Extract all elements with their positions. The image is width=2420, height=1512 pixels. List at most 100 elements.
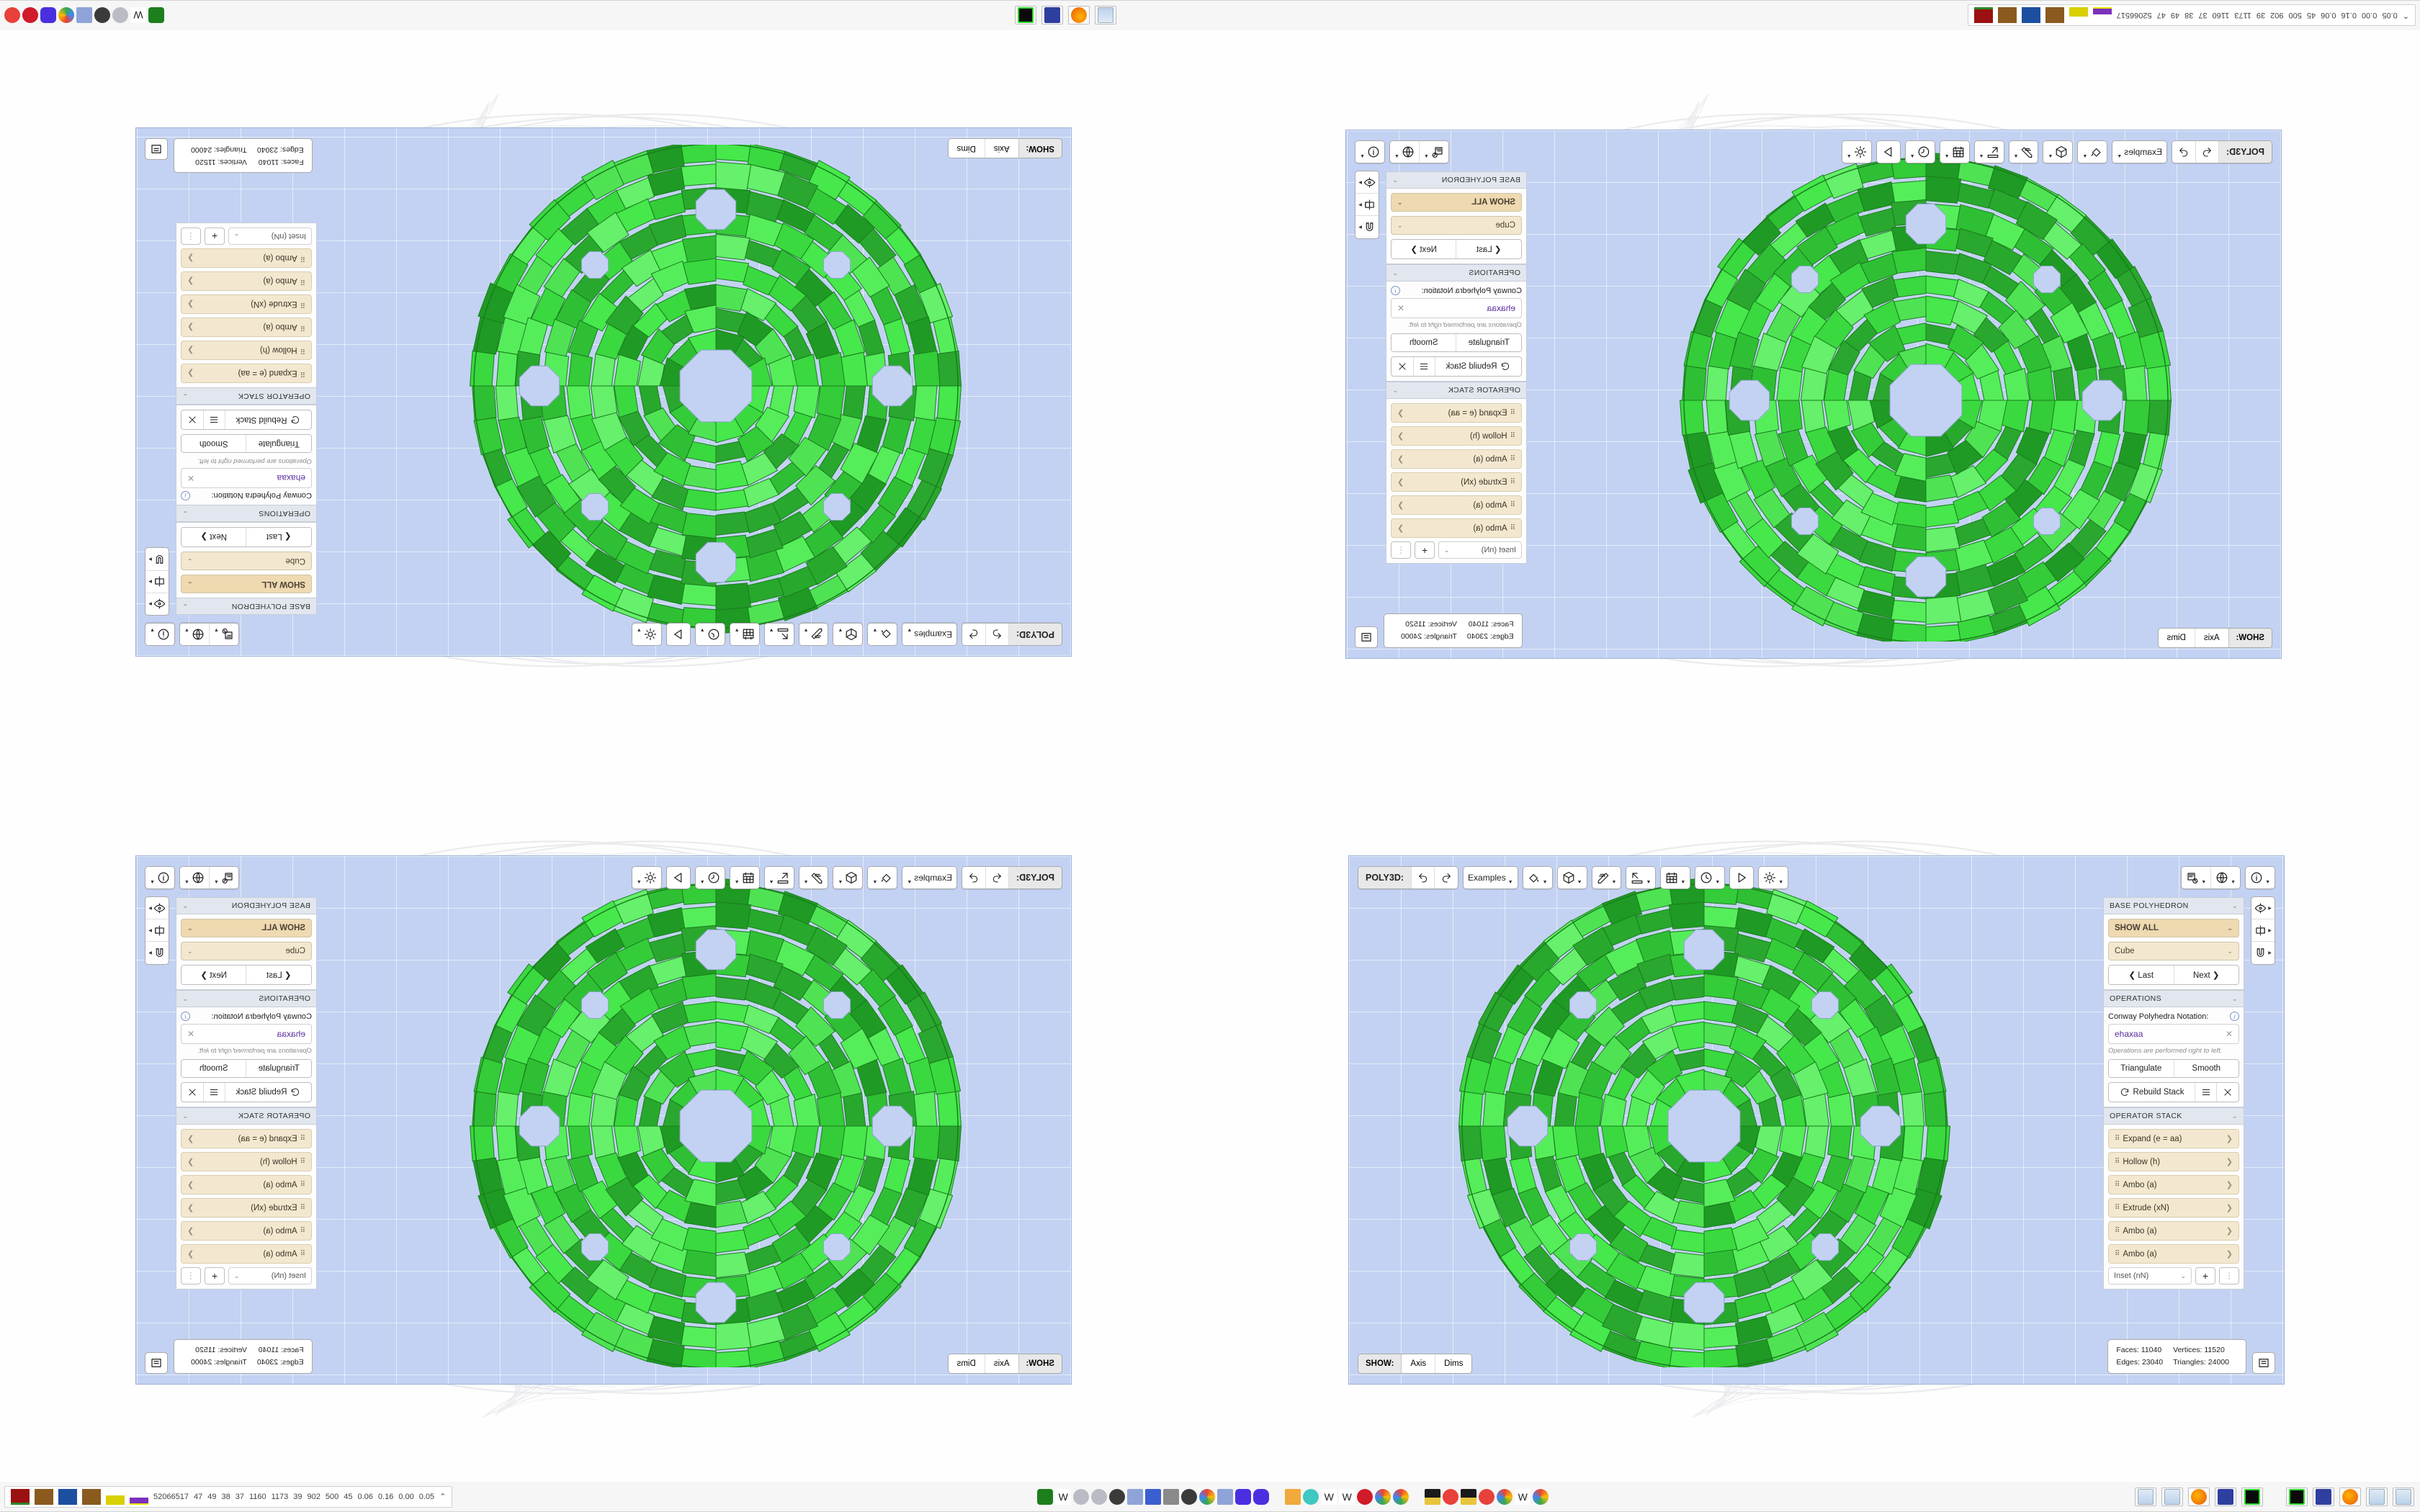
pencil-edit-button[interactable]: ▼ — [799, 867, 828, 888]
info-button[interactable]: ▼ — [2246, 867, 2275, 888]
taskbar-top[interactable]: ⌃ 0.05 0.00 0.16 0.06 45 500 902 39 1173… — [0, 0, 2420, 30]
poly3d-window[interactable]: POLY3D: Examples ▼ ▼ ▼ ▼ ▼ ▼ ▼ ▼ ▼ ▼ ▼ ▶ ▶ ▶ BASE POLYHE… — [1348, 855, 2285, 1385]
clear-x-icon[interactable]: ✕ — [187, 1029, 195, 1039]
drag-handle-icon[interactable]: ⠿ — [1510, 501, 1515, 509]
pencil-edit-button[interactable]: ▼ — [1592, 867, 1621, 888]
clock-button[interactable]: ▼ — [1695, 867, 1725, 888]
conway-notation-input[interactable]: ehaxaa ✕ — [181, 468, 312, 488]
dove-icon[interactable] — [1073, 1488, 1090, 1505]
window-button[interactable] — [2241, 1487, 2264, 1506]
operator-stack-header[interactable]: OPERATOR STACK ⌄ — [176, 1107, 317, 1124]
chevron-down-icon[interactable]: ⌄ — [182, 1112, 188, 1120]
undo-button[interactable] — [2195, 141, 2218, 163]
globe-button[interactable]: ▼ — [179, 867, 209, 888]
last-button[interactable]: ❮ Last — [1456, 240, 1521, 258]
g-icon[interactable] — [58, 7, 74, 24]
drag-handle-icon[interactable]: ⠿ — [2115, 1135, 2120, 1143]
control-panel[interactable]: BASE POLYHEDRON ⌄ SHOW ALL ⌄ Cube ⌄ ❮ Last Next… — [2103, 897, 2244, 1290]
show-all-dropdown[interactable]: SHOW ALL ⌄ — [181, 575, 312, 593]
last-button[interactable]: ❮ Last — [246, 528, 311, 546]
wave-icon[interactable] — [1217, 1488, 1234, 1505]
polyhedron-model[interactable] — [467, 878, 964, 1372]
rebuild-stack-button[interactable]: Rebuild Stack — [225, 410, 311, 429]
chevron-right-icon[interactable]: ❯ — [2226, 1227, 2233, 1236]
history-globe-group[interactable]: ▼ ▼ — [179, 866, 239, 889]
drag-handle-icon[interactable]: ⠿ — [300, 1158, 305, 1166]
stack-clear-button[interactable] — [182, 1083, 203, 1102]
operations-header[interactable]: OPERATIONS ⌄ — [176, 505, 317, 522]
chevron-right-icon[interactable]: ❯ — [187, 276, 194, 285]
cheese-icon[interactable] — [1285, 1488, 1301, 1505]
right-toolbar[interactable]: ▼ ▼ ▼ — [1355, 140, 1449, 163]
operator-stack-item[interactable]: ⠿ Expand (e = aa) ❯ — [181, 1129, 312, 1148]
drag-handle-icon[interactable]: ⠿ — [1510, 455, 1515, 463]
window-button[interactable] — [1015, 6, 1037, 25]
chevron-right-icon[interactable]: ❯ — [1397, 501, 1404, 510]
info-group[interactable]: ▼ — [145, 623, 175, 646]
play-button[interactable] — [1730, 867, 1754, 888]
operations-header[interactable]: OPERATIONS ⌄ — [176, 990, 317, 1007]
chevron-right-icon[interactable]: ❯ — [1397, 524, 1404, 533]
history-clock-button[interactable]: ▼ — [208, 867, 238, 888]
undo-button[interactable] — [985, 624, 1008, 645]
axis-toggle[interactable]: Axis — [2194, 629, 2228, 647]
operator-stack-item[interactable]: ⠿ Extrude (xN) ❯ — [2108, 1198, 2239, 1218]
drag-handle-icon[interactable]: ⠿ — [1510, 478, 1515, 486]
app-title[interactable]: POLY3D: — [1008, 867, 1062, 888]
history-globe-group[interactable]: ▼ ▼ — [2181, 866, 2241, 889]
operator-stack-item[interactable]: ⠿ Ambo (a) ❯ — [181, 1221, 312, 1241]
drag-handle-icon[interactable]: ⠿ — [300, 254, 305, 262]
info-group[interactable]: ▼ — [2245, 866, 2275, 889]
operator-stack-header[interactable]: OPERATOR STACK ⌄ — [2103, 1107, 2244, 1124]
operator-stack-item[interactable]: ⠿ Extrude (xN) ❯ — [181, 294, 312, 314]
add-operator-button[interactable]: + — [1415, 541, 1435, 559]
grid-table-group[interactable]: ▼ — [729, 866, 760, 889]
app-instance-bottom-right[interactable]: POLY3D: Examples ▼ ▼ ▼ ▼ ▼ ▼ ▼ ▼ ▼ ▼ ▼ ▶ ▶ ▶ BASE POLYHE… — [1210, 756, 2420, 1482]
base-polyhedron-header[interactable]: BASE POLYHEDRON ⌄ — [176, 598, 317, 615]
poly3d-window[interactable]: POLY3D: Examples ▼ ▼ ▼ ▼ ▼ ▼ ▼ ▼ ▼ ▼ ▼ ▶ ▶ ▶ BASE POLYHE… — [1345, 130, 2282, 659]
pencil-edit-group[interactable]: ▼ — [2008, 140, 2039, 163]
cube-group[interactable]: ▼ — [1556, 866, 1587, 889]
chevron-right-icon[interactable]: ❯ — [1397, 455, 1404, 464]
next-button[interactable]: Next ❯ — [182, 966, 246, 984]
chevron-right-icon[interactable]: ❯ — [2226, 1204, 2233, 1212]
rebuild-row[interactable]: Rebuild Stack — [181, 1082, 312, 1102]
clear-x-icon[interactable]: ✕ — [187, 473, 195, 483]
w-icon[interactable]: W — [130, 7, 146, 24]
poly3d-window[interactable]: POLY3D: Examples ▼ ▼ ▼ ▼ ▼ ▼ ▼ ▼ ▼ ▼ ▼ ▶ ▶ ▶ BASE POLYHE… — [135, 855, 1072, 1385]
history-clock-button[interactable]: ▼ — [2182, 867, 2212, 888]
drag-handle-icon[interactable]: ⠿ — [2115, 1227, 2120, 1235]
play-group[interactable] — [666, 623, 691, 646]
last-next-nav[interactable]: ❮ Last Next ❯ — [1391, 239, 1522, 259]
operator-menu-button[interactable] — [181, 1267, 201, 1284]
title-undo-redo-group[interactable]: POLY3D: — [961, 623, 1062, 646]
operator-stack-item[interactable]: ⠿ Hollow (h) ❯ — [181, 341, 312, 360]
window-button[interactable] — [2393, 1487, 2415, 1506]
chevron-right-icon[interactable]: ❯ — [187, 346, 194, 354]
rebuild-stack-button[interactable]: Rebuild Stack — [1435, 357, 1521, 376]
info-button[interactable]: ▼ — [1355, 141, 1384, 163]
chevron-right-icon[interactable]: ❯ — [187, 1250, 194, 1259]
chevron-right-icon[interactable]: ❯ — [1397, 432, 1404, 441]
operator-stack-item[interactable]: ⠿ Ambo (a) ❯ — [2108, 1175, 2239, 1194]
drag-handle-icon[interactable]: ⠿ — [2115, 1181, 2120, 1189]
person-icon[interactable] — [1109, 1488, 1126, 1505]
next-button[interactable]: Next ❯ — [1392, 240, 1456, 258]
operator-stack-item[interactable]: ⠿ Expand (e = aa) ❯ — [1391, 403, 1522, 423]
pencil-edit-button[interactable]: ▼ — [799, 624, 828, 645]
info-group[interactable]: ▼ — [145, 866, 175, 889]
next-button[interactable]: Next ❯ — [2174, 966, 2238, 984]
drag-handle-icon[interactable]: ⠿ — [300, 300, 305, 308]
shield-green-icon[interactable] — [148, 7, 164, 24]
globe-button[interactable]: ▼ — [179, 624, 209, 645]
chat-icon[interactable] — [1253, 1488, 1270, 1505]
zoom-fit-button[interactable] — [145, 1352, 168, 1374]
grey-face-icon[interactable] — [1163, 1488, 1180, 1505]
add-operator-row[interactable]: Inset (nN) ⌄ + — [1391, 541, 1522, 559]
operator-stack-item[interactable]: ⠿ Ambo (a) ❯ — [181, 271, 312, 291]
triangulate-smooth-row[interactable]: Triangulate Smooth — [181, 434, 312, 453]
taskbar-bottom[interactable]: 52066517 47 49 38 37 1160 1173 39 902 50… — [0, 1482, 2420, 1512]
operator-menu-button[interactable] — [2219, 1267, 2239, 1284]
operator-stack-item[interactable]: ⠿ Hollow (h) ❯ — [2108, 1152, 2239, 1171]
operator-select[interactable]: Inset (nN) ⌄ — [2108, 1267, 2192, 1284]
